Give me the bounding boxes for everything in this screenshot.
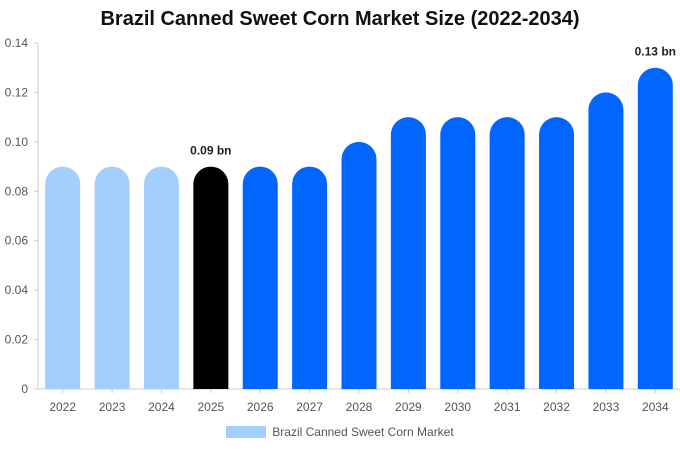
legend-label: Brazil Canned Sweet Corn Market	[272, 425, 454, 439]
x-tick-label-2023: 2023	[99, 400, 126, 414]
data-label-2034: 0.13 bn	[635, 45, 676, 59]
bar-2031	[489, 117, 525, 389]
chart-title: Brazil Canned Sweet Corn Market Size (20…	[100, 8, 580, 30]
y-tick-label: 0.14	[5, 36, 29, 50]
bar-2025	[193, 166, 229, 389]
x-tick-label-2032: 2032	[543, 400, 570, 414]
bar-2022	[45, 166, 81, 389]
bar-2024	[143, 166, 179, 389]
x-tick-label-2024: 2024	[148, 400, 175, 414]
bar-2028	[341, 141, 377, 389]
bar-2033	[588, 92, 624, 389]
x-tick-label-2030: 2030	[444, 400, 471, 414]
x-tick-label-2034: 2034	[642, 400, 669, 414]
legend-swatch	[226, 426, 267, 438]
legend[interactable]: Brazil Canned Sweet Corn Market	[0, 425, 680, 439]
x-tick-label-2026: 2026	[247, 400, 274, 414]
x-tick-label-2031: 2031	[494, 400, 521, 414]
y-tick-label: 0.04	[5, 283, 29, 297]
y-tick-label: 0.08	[5, 184, 29, 198]
bar-2026	[242, 166, 278, 389]
bar-2034	[637, 67, 673, 389]
x-tick-label-2028: 2028	[346, 400, 373, 414]
y-tick-label: 0.12	[5, 85, 29, 99]
x-tick-label-2033: 2033	[593, 400, 620, 414]
data-label-2025: 0.09 bn	[190, 144, 231, 158]
y-tick-label: 0	[21, 382, 28, 396]
x-tick-label-2022: 2022	[49, 400, 76, 414]
x-tick-label-2029: 2029	[395, 400, 422, 414]
x-tick-label-2027: 2027	[296, 400, 323, 414]
y-tick-label: 0.10	[5, 135, 29, 149]
bar-2029	[390, 117, 426, 389]
bar-2030	[440, 117, 476, 389]
x-tick-label-2025: 2025	[197, 400, 224, 414]
bar-2027	[292, 166, 328, 389]
bar-2032	[539, 117, 575, 389]
bar-2023	[94, 166, 130, 389]
y-tick-label: 0.06	[5, 234, 29, 248]
y-tick-label: 0.02	[5, 333, 29, 347]
